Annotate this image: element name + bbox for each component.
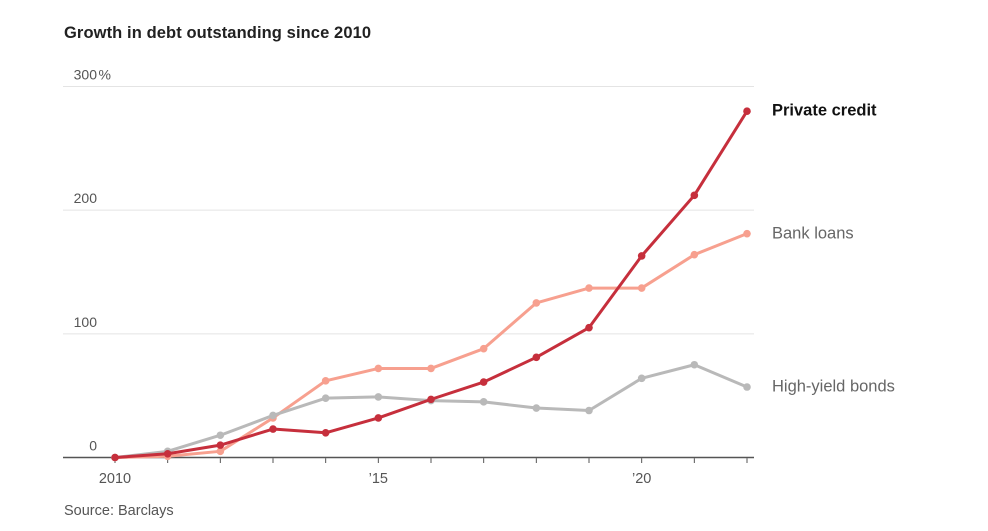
data-point-private-credit-2016 <box>427 395 435 404</box>
data-point-high-yield-bonds-2022 <box>743 383 751 391</box>
data-point-high-yield-bonds-2021 <box>690 360 699 369</box>
data-point-private-credit-2010 <box>111 453 119 462</box>
series-line-bank-loans <box>113 232 749 459</box>
series-line-private-credit <box>113 109 749 459</box>
data-point-high-yield-bonds-2012 <box>216 431 225 440</box>
y-tick-label-300: 300 <box>74 66 98 82</box>
data-point-high-yield-bonds-2019 <box>585 406 593 415</box>
data-point-private-credit-2012 <box>216 441 225 449</box>
data-point-bank-loans-2016 <box>427 364 435 373</box>
data-point-high-yield-bonds-2013 <box>269 411 277 420</box>
data-point-bank-loans-2022 <box>743 229 751 238</box>
data-point-bank-loans-2014 <box>321 377 330 385</box>
data-point-bank-loans-2018 <box>532 299 541 307</box>
source-note: Source: Barclays <box>64 503 174 519</box>
data-point-bank-loans-2017 <box>479 344 488 353</box>
data-point-private-credit-2015 <box>374 414 383 422</box>
data-point-private-credit-2014 <box>321 428 330 437</box>
data-point-private-credit-2022 <box>743 107 751 116</box>
data-point-high-yield-bonds-2020 <box>637 374 646 383</box>
data-point-private-credit-2011 <box>163 449 172 458</box>
x-tick-label-2020: ’20 <box>632 471 651 487</box>
data-point-bank-loans-2015 <box>374 364 383 373</box>
x-tick-label-2015: ’15 <box>369 471 388 487</box>
data-point-private-credit-2020 <box>637 252 646 260</box>
chart-title: Growth in debt outstanding since 2010 <box>64 24 372 42</box>
data-point-high-yield-bonds-2015 <box>374 393 383 401</box>
data-point-bank-loans-2019 <box>585 284 593 292</box>
data-point-high-yield-bonds-2018 <box>532 404 541 412</box>
data-point-high-yield-bonds-2017 <box>479 398 488 406</box>
y-tick-suffix-300: % <box>99 66 111 82</box>
data-point-bank-loans-2020 <box>637 284 646 292</box>
data-point-private-credit-2017 <box>479 378 488 386</box>
y-tick-label-0: 0 <box>89 438 97 454</box>
data-point-bank-loans-2021 <box>690 250 699 259</box>
y-tick-label-200: 200 <box>74 190 98 206</box>
series-line-high-yield-bonds <box>113 363 749 459</box>
data-point-bank-loans-2012 <box>216 447 225 456</box>
x-tick-label-2010: 2010 <box>99 471 131 487</box>
y-tick-label-100: 100 <box>74 314 98 330</box>
data-point-private-credit-2021 <box>690 191 699 200</box>
data-point-private-credit-2019 <box>585 323 593 332</box>
data-point-private-credit-2018 <box>532 353 541 362</box>
data-point-private-credit-2013 <box>269 425 277 433</box>
data-point-high-yield-bonds-2014 <box>321 394 330 402</box>
